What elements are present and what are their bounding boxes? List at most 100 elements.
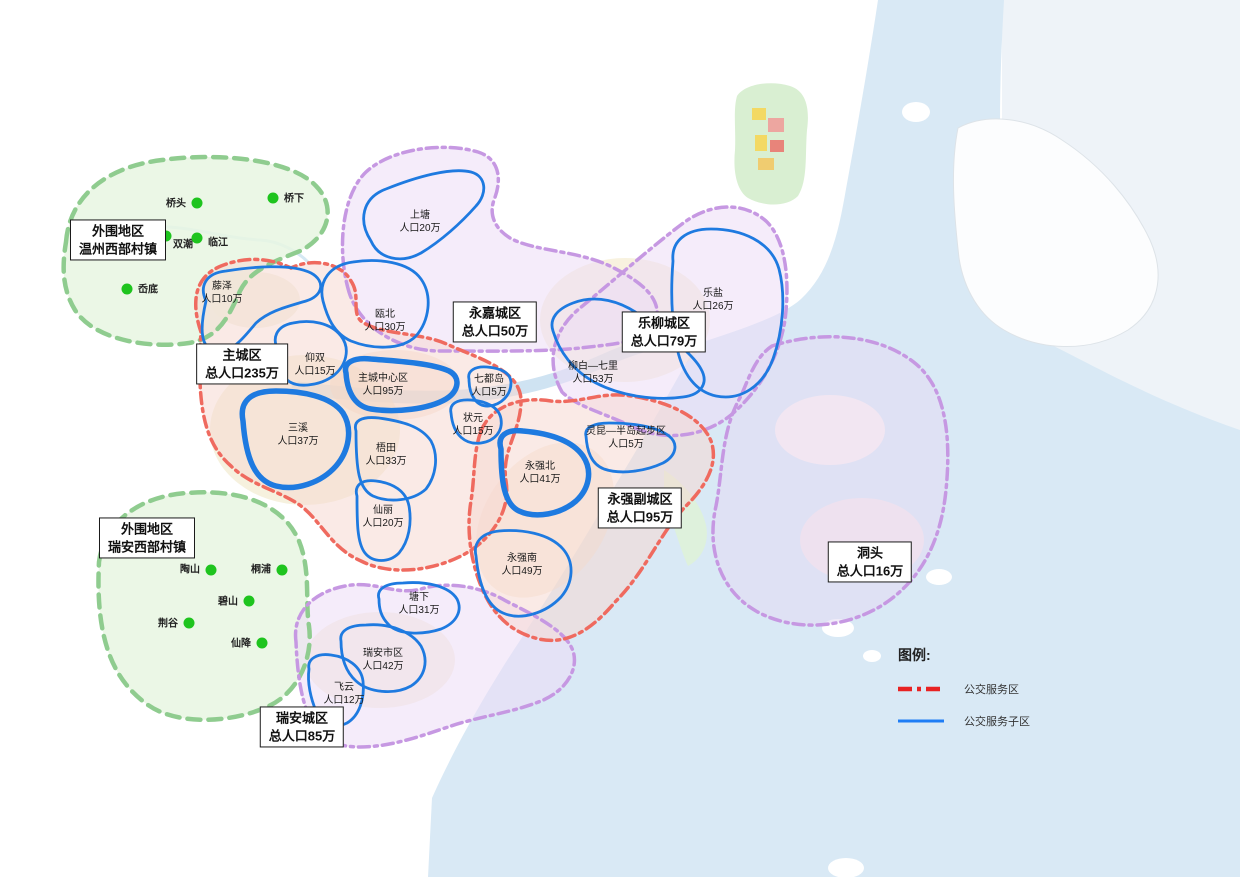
subzone-name: 永强南: [507, 553, 537, 564]
subzone-outline-oubei: [320, 259, 430, 349]
subzone-label-tangxia: 塘下 人口31万: [398, 591, 439, 617]
subzone-label-feiyun: 飞云 人口12万: [323, 681, 364, 707]
subzone-name: 状元: [463, 413, 483, 424]
town-label: 桥头: [166, 198, 186, 210]
area-box-zhucheng: 主城区 总人口235万: [196, 343, 288, 385]
subzone-label-liubai-qili: 柳白—七里 人口53万: [568, 360, 618, 386]
area-box-leliu: 乐柳城区 总人口79万: [621, 311, 707, 353]
town-label: 临江: [208, 237, 228, 249]
legend-item-service-area: 公交服务区: [898, 681, 1030, 697]
legend-title: 图例:: [898, 647, 931, 663]
town-label: 荆谷: [158, 618, 178, 630]
basemap-town-inset: [734, 83, 808, 205]
subzone-name: 飞云: [334, 682, 354, 693]
subzone-name: 乐盐: [703, 288, 723, 299]
town-label: 岙底: [138, 284, 158, 296]
subzone-name: 主城中心区: [358, 373, 408, 384]
subzone-population: 人口15万: [294, 366, 336, 377]
subzone-name: 灵昆—半岛起步区: [586, 426, 666, 437]
town-dot: [183, 617, 195, 629]
subzone-label-zhuangyuan: 状元 人口15万: [452, 412, 493, 438]
subzone-outline-wutian: [354, 416, 437, 502]
area-box-wenzhou-west: 外围地区 温州西部村镇: [69, 219, 167, 261]
subzone-population: 人口42万: [362, 661, 404, 672]
subzone-population: 人口95万: [362, 386, 404, 397]
legend: 图例: 公交服务区 公交服务子区: [898, 645, 1030, 745]
town-dot: [256, 637, 268, 649]
region-fill-wenzhou-west: [63, 157, 328, 345]
subzone-population: 人口26万: [692, 301, 734, 312]
area-box-yongjia: 永嘉城区 总人口50万: [452, 301, 538, 343]
town-label: 桥下: [284, 193, 304, 205]
town-dot: [267, 192, 279, 204]
subzone-name: 仙丽: [373, 505, 393, 516]
town-label: 陶山: [180, 564, 200, 576]
subzone-name: 塘下: [409, 592, 429, 603]
town-label: 桐浦: [251, 564, 271, 576]
subzone-population: 人口15万: [452, 426, 494, 437]
town-dot: [205, 564, 217, 576]
legend-label: 公交服务区: [964, 684, 1019, 696]
region-outline-ruian-city: [293, 582, 577, 749]
subzone-name: 七都岛: [474, 374, 504, 385]
subzone-name: 永强北: [525, 461, 555, 472]
subzone-outline-sanxi: [239, 388, 352, 491]
islet: [828, 858, 864, 877]
subzone-outline-shangtang: [362, 169, 486, 261]
area-box-yongqiang: 永强副城区 总人口95万: [597, 487, 683, 529]
dashdot-line-icon: [898, 686, 944, 692]
subzone-outline-lingkun: [584, 421, 677, 474]
subzone-population: 人口30万: [364, 322, 406, 333]
subzone-population: 人口20万: [399, 223, 441, 234]
subzone-outline-yongqiangnan: [473, 529, 573, 618]
subzone-name: 藤泽: [212, 281, 232, 292]
town-dot: [243, 595, 255, 607]
subzone-population: 人口53万: [572, 374, 614, 385]
town-dot: [191, 197, 203, 209]
town-label: 碧山: [218, 596, 238, 608]
islet: [902, 102, 930, 122]
subzone-population: 人口12万: [323, 695, 365, 706]
island-north: [952, 118, 1159, 347]
area-box-ruian-city: 瑞安城区 总人口85万: [259, 706, 345, 748]
subzone-outline-tangxia: [377, 581, 461, 635]
subzone-name: 梧田: [376, 443, 396, 454]
subzone-label-yongqiangbei: 永强北 人口41万: [519, 460, 560, 486]
town-label: 仙降: [231, 638, 251, 650]
islet: [863, 650, 881, 662]
region-outline-leliu: [551, 205, 789, 438]
subzone-name: 瓯北: [375, 309, 395, 320]
subzone-name: 柳白—七里: [568, 361, 618, 372]
area-box-dongtou: 洞头 总人口16万: [827, 541, 913, 583]
subzone-population: 人口33万: [365, 456, 407, 467]
subzone-name: 仰双: [305, 353, 325, 364]
subzone-label-wutian: 梧田 人口33万: [365, 442, 406, 468]
subzone-outline-zhucheng-center: [342, 355, 460, 414]
islet: [926, 569, 952, 585]
subzone-label-yangshuang: 仰双 人口15万: [294, 352, 335, 378]
subzone-label-yongqiangnan: 永强南 人口49万: [501, 552, 542, 578]
subzone-outline-yongqiangbei: [497, 427, 592, 518]
region-fill-yongqiang: [469, 394, 714, 641]
region-outline-yongjia: [340, 145, 659, 353]
solid-line-icon: [898, 719, 944, 723]
subzone-label-oubei: 瓯北 人口30万: [364, 308, 405, 334]
region-outline-yongqiang: [467, 393, 716, 643]
subzone-outline-ruianshiqu: [339, 623, 427, 693]
area-box-ruian-west: 外围地区 瑞安西部村镇: [98, 517, 196, 559]
town-dot: [191, 232, 203, 244]
region-outline-dongtou: [711, 335, 950, 627]
subzone-label-qidudao: 七都岛 人口5万: [471, 373, 507, 399]
subzone-label-leyan: 乐盐 人口26万: [692, 287, 733, 313]
subzone-population: 人口5万: [471, 387, 507, 398]
subzone-label-lingkun: 灵昆—半岛起步区 人口5万: [586, 425, 666, 451]
region-outline-ruian-west: [96, 490, 312, 722]
region-outline-wenzhou-west: [61, 154, 330, 347]
subzone-label-zhucheng-center: 主城中心区 人口95万: [358, 372, 408, 398]
subzone-label-shangtang: 上塘 人口20万: [399, 209, 440, 235]
town-dot: [121, 283, 133, 295]
subzone-outline-xianli: [354, 479, 412, 562]
subzone-outline-qidudao: [467, 365, 513, 408]
legend-label: 公交服务子区: [964, 716, 1030, 728]
